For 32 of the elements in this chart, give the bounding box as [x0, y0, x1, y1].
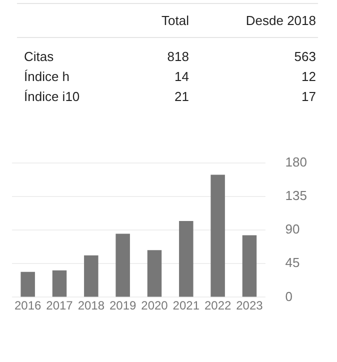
- x-tick-label: 2020: [141, 298, 168, 313]
- text: Desde 2018: [244, 13, 316, 28]
- x-tick-label: 2021: [172, 298, 200, 313]
- text: Total: [160, 13, 189, 28]
- bar: [20, 272, 35, 297]
- y-tick-label: 135: [285, 188, 308, 203]
- x-tick-label: 2023: [236, 298, 264, 313]
- x-tick-label: 2019: [109, 298, 136, 313]
- y-tick-label: 45: [285, 255, 300, 270]
- bar: [84, 255, 98, 297]
- y-tick-label: 90: [285, 222, 300, 237]
- text: Índice i10: [23, 88, 81, 104]
- bar: [52, 270, 67, 297]
- text: Citas: [23, 48, 55, 64]
- bar: [179, 221, 194, 297]
- y-tick-label: 180: [285, 154, 308, 170]
- text: 21: [174, 88, 189, 104]
- bar: [116, 234, 130, 297]
- x-tick-label: 2018: [78, 298, 105, 313]
- text: 12: [300, 68, 316, 84]
- x-tick-label: 2022: [204, 298, 232, 313]
- text: 14: [174, 68, 189, 84]
- bar: [210, 174, 225, 297]
- x-tick-label: 2017: [46, 298, 74, 313]
- text: 563: [293, 48, 316, 64]
- bar: [242, 235, 257, 297]
- text: 818: [166, 48, 189, 64]
- y-tick-label: 0: [285, 288, 293, 304]
- bar: [147, 250, 162, 297]
- text: 17: [300, 88, 316, 104]
- text: Índice h: [23, 68, 71, 84]
- x-tick-label: 2016: [14, 298, 42, 313]
